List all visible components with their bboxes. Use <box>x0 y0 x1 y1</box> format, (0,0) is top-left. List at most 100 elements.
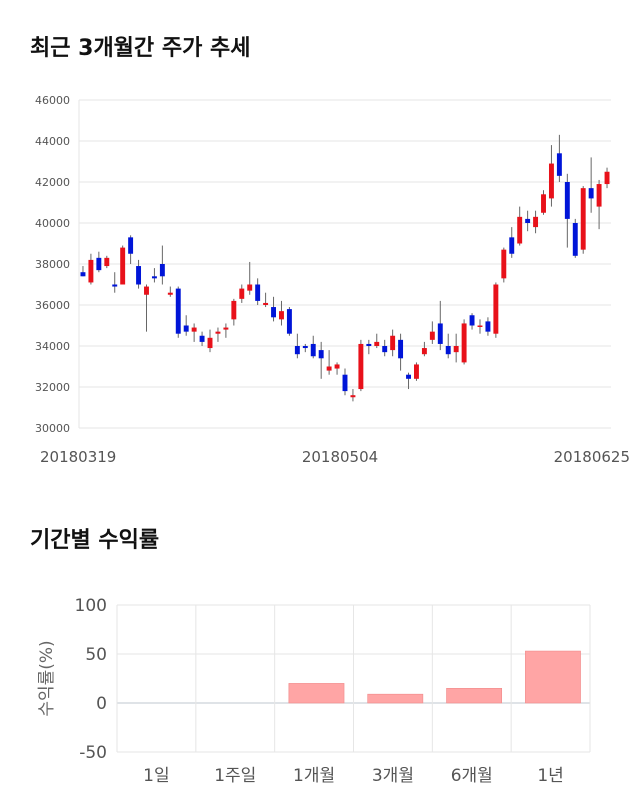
candle <box>350 389 356 402</box>
candle <box>318 341 324 379</box>
candle <box>517 206 523 246</box>
bar-y-axis: -50 0 50 100 <box>75 596 107 763</box>
candle <box>151 268 157 283</box>
bar-x-tick-label: 1년 <box>537 766 563 786</box>
candle <box>286 307 292 336</box>
candle <box>564 173 570 248</box>
candle-x-tick-label: 20180319 <box>40 448 116 466</box>
candle-body <box>533 216 539 228</box>
candle-body <box>167 292 173 295</box>
candle-body <box>112 284 118 287</box>
candle-body <box>525 218 531 223</box>
candle-body <box>318 350 324 359</box>
candle <box>414 362 419 381</box>
candle-body <box>223 327 229 330</box>
candle <box>159 245 165 285</box>
bar-x-axis: 1일 1주일 1개월 3개월 6개월 1년 <box>143 766 564 786</box>
candle <box>469 313 475 330</box>
candle <box>342 368 348 396</box>
candle-x-tick-label: 20180504 <box>302 448 378 466</box>
candle-body <box>548 163 554 199</box>
candle <box>437 300 443 351</box>
candle-y-tick-label: 46000 <box>35 94 70 107</box>
candle-body <box>509 237 515 254</box>
candle-y-tick-label: 40000 <box>35 217 70 230</box>
candle-body <box>382 346 388 353</box>
candle-body <box>279 311 284 320</box>
candle <box>310 335 316 359</box>
candle-y-tick-label: 38000 <box>35 258 70 271</box>
candle <box>588 157 594 213</box>
return-bar <box>288 683 345 704</box>
candle-body <box>398 339 404 359</box>
candle <box>548 145 554 207</box>
candle <box>279 300 284 326</box>
candle <box>572 218 578 258</box>
candle <box>366 339 372 355</box>
candle <box>96 251 102 273</box>
candle-body <box>175 288 181 334</box>
candle <box>199 331 205 346</box>
candle <box>175 286 181 338</box>
candle-body <box>556 153 562 176</box>
candle-body <box>239 288 245 299</box>
candle <box>580 186 586 254</box>
candle-body <box>469 315 475 326</box>
candle <box>421 341 427 357</box>
candle-body <box>286 309 292 334</box>
candle-body <box>358 343 364 390</box>
candle <box>215 327 221 342</box>
bar-x-tick-label: 1주일 <box>214 766 256 786</box>
bar-y-axis-label: 수익률(%) <box>37 640 57 716</box>
candle-body <box>255 284 261 301</box>
candle-body <box>390 335 396 351</box>
candle-body <box>493 284 499 334</box>
candle <box>88 253 94 285</box>
period-return-title: 기간별 수익률 <box>30 528 160 553</box>
bar-y-tick-label: 100 <box>75 596 107 616</box>
candle-body <box>199 335 205 342</box>
candlestick-chart: 30000 32000 34000 36000 38000 40000 42000 44000… <box>35 94 630 466</box>
candle-body <box>231 300 237 320</box>
candle <box>223 323 229 338</box>
candle <box>429 321 435 344</box>
candle-x-tick-label: 20180625 <box>554 448 630 466</box>
candle-y-tick-label: 34000 <box>35 340 70 353</box>
candle-body <box>326 366 332 371</box>
return-bar-chart: -50 0 50 100 1일 1주일 1개월 3개월 6개월 1년 수익률(%) <box>37 596 591 786</box>
candle <box>390 329 396 357</box>
candle <box>302 343 308 353</box>
candle-body <box>215 331 221 334</box>
candle <box>255 278 261 305</box>
candle-body <box>421 348 427 355</box>
return-bar <box>525 650 581 704</box>
candle <box>112 272 118 293</box>
candle <box>136 259 142 289</box>
return-bar <box>446 688 503 704</box>
candle-body <box>120 247 126 285</box>
candle-body <box>366 343 372 346</box>
candle <box>541 190 546 215</box>
candle-body <box>247 284 253 291</box>
candle <box>493 282 499 338</box>
candle <box>398 333 404 371</box>
candle <box>239 284 245 303</box>
candle <box>167 286 173 297</box>
candle <box>128 235 134 264</box>
candle-body <box>517 216 523 244</box>
candle <box>382 339 388 357</box>
candle <box>477 319 483 334</box>
candle-body <box>183 325 189 332</box>
bar-grid <box>116 604 591 753</box>
bar-x-tick-label: 1일 <box>143 766 169 786</box>
candle-body <box>271 307 276 318</box>
candle-body <box>445 346 451 355</box>
candle-body <box>342 374 348 392</box>
candle-body <box>310 343 316 357</box>
candle <box>207 329 213 353</box>
candle <box>556 134 562 182</box>
candle-body <box>477 325 483 327</box>
bar-y-tick-label: -50 <box>79 743 107 763</box>
candle-body <box>588 188 594 199</box>
bar-x-tick-label: 1개월 <box>293 766 335 786</box>
